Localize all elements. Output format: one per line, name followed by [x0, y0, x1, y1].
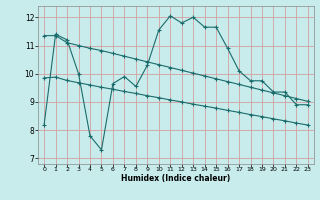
X-axis label: Humidex (Indice chaleur): Humidex (Indice chaleur)	[121, 174, 231, 183]
